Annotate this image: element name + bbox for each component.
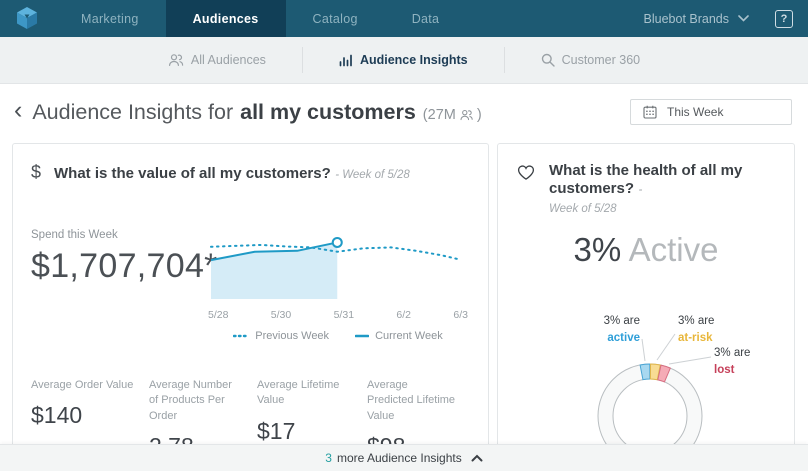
active-word: Active: [628, 231, 719, 268]
nav-tab-catalog[interactable]: Catalog: [312, 11, 358, 26]
help-button[interactable]: ?: [775, 9, 793, 28]
x-tick: 6/3: [453, 309, 468, 321]
health-period-dash: -: [638, 184, 643, 196]
subnav-label: Audience Insights: [359, 53, 468, 67]
spend-label: Spend this Week: [31, 229, 118, 241]
chevron-down-icon: [738, 15, 749, 22]
x-axis-ticks: 5/28 5/30 5/31 6/2 6/3: [208, 309, 468, 321]
account-switcher[interactable]: Bluebot Brands: [644, 0, 749, 37]
cube-logo-icon: [17, 7, 37, 29]
donut-label-active: 3% are active: [603, 315, 640, 344]
audience-subnav: All Audiences Audience Insights Customer…: [0, 37, 808, 84]
legend-previous-week: Previous Week: [255, 330, 330, 342]
health-donut-area: 3% are active 3% are at-risk 3% are lost: [516, 309, 776, 471]
subnav-divider: [503, 47, 505, 73]
back-button[interactable]: ‹: [14, 95, 23, 124]
donut-label-at-risk: 3% are at-risk: [678, 315, 715, 344]
health-question: What is the health of all my customers?: [549, 162, 743, 197]
subnav-all-audiences[interactable]: All Audiences: [160, 53, 274, 67]
audience-name: all my customers: [240, 99, 416, 124]
solid-line-swatch: [355, 334, 370, 338]
chevron-up-icon: [471, 454, 483, 462]
search-icon: [541, 53, 555, 67]
subnav-audience-insights[interactable]: Audience Insights: [331, 53, 476, 67]
health-headline: 3% Active: [516, 231, 776, 269]
date-range-button[interactable]: This Week: [630, 99, 792, 125]
spend-trend-chart[interactable]: [206, 229, 466, 305]
stat-avg-order-value: Average Order Value $140: [31, 379, 134, 429]
subnav-label: All Audiences: [190, 53, 266, 67]
users-icon: [168, 54, 184, 66]
legend-current-week: Current Week: [375, 330, 443, 342]
bar-chart-icon: [339, 54, 352, 67]
value-question: What is the value of all my customers?: [54, 165, 331, 182]
chart-legend: Previous Week Current Week: [206, 330, 470, 342]
people-icon: [460, 109, 473, 120]
spend-value: $1,707,704*: [31, 247, 218, 285]
calendar-icon: [643, 105, 657, 119]
page-title: Audience Insights for all my customers (…: [32, 100, 481, 125]
health-donut-chart[interactable]: [516, 309, 778, 471]
subnav-customer-360[interactable]: Customer 360: [533, 53, 649, 67]
title-prefix: Audience Insights for: [32, 99, 234, 124]
dollar-icon: $: [31, 162, 42, 182]
subnav-divider: [301, 47, 303, 73]
nav-tab-audiences[interactable]: Audiences: [165, 0, 286, 37]
active-percent: 3%: [573, 231, 622, 268]
dotted-line-swatch: [233, 334, 250, 338]
value-period: - Week of 5/28: [335, 169, 410, 181]
subnav-label: Customer 360: [561, 53, 641, 67]
nav-tab-marketing[interactable]: Marketing: [81, 11, 139, 26]
health-insight-card: What is the health of all my customers? …: [497, 143, 795, 471]
page-header: ‹ Audience Insights for all my customers…: [0, 84, 808, 140]
more-insights-bar[interactable]: 3 more Audience Insights: [0, 444, 808, 471]
date-range-label: This Week: [667, 105, 724, 119]
more-insights-label: more Audience Insights: [336, 451, 462, 465]
donut-label-lost: 3% are lost: [714, 347, 751, 376]
primary-tabs: Marketing Audiences Catalog Data: [54, 0, 466, 37]
health-period: Week of 5/28: [549, 203, 617, 215]
x-tick: 5/31: [333, 309, 355, 321]
more-insights-count: 3: [325, 451, 332, 465]
account-name: Bluebot Brands: [643, 11, 729, 26]
top-nav: Marketing Audiences Catalog Data Bluebot…: [0, 0, 808, 37]
nav-tab-data[interactable]: Data: [411, 11, 440, 26]
heart-icon: [517, 165, 535, 180]
stat-avg-lifetime-value: Average Lifetime Value $17: [257, 379, 340, 444]
x-tick: 5/30: [270, 309, 292, 321]
x-tick: 5/28: [208, 309, 229, 321]
audience-count: (27M ): [422, 106, 482, 123]
insights-grid: $ What is the value of all my customers?…: [0, 140, 808, 471]
x-tick: 6/2: [396, 309, 411, 321]
value-insight-card: $ What is the value of all my customers?…: [12, 143, 489, 471]
app-logo[interactable]: [0, 0, 54, 37]
